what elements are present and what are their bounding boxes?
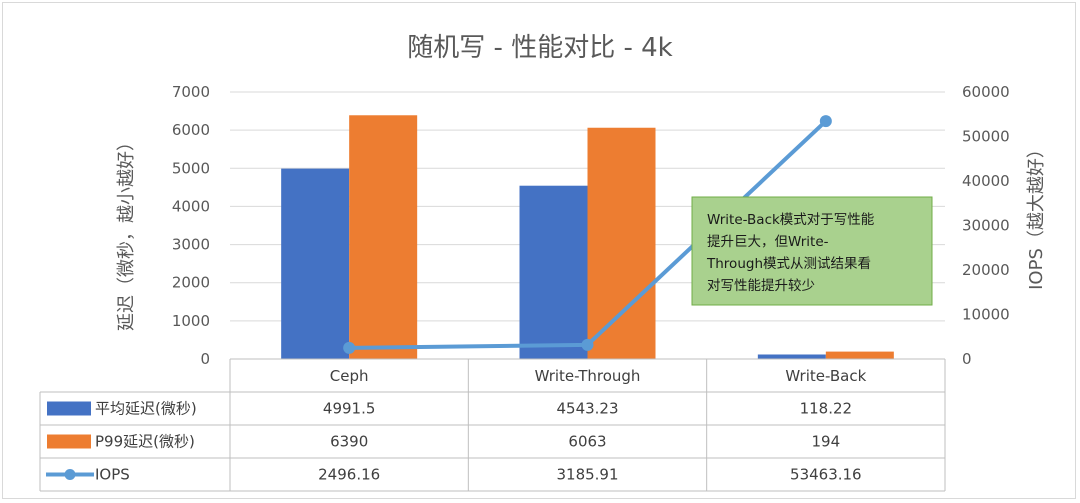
table-cell: 4991.5 — [323, 400, 376, 418]
bar-p99-latency — [349, 115, 418, 359]
table-cell: 194 — [812, 433, 841, 451]
iops-line — [343, 115, 832, 354]
y-tick-label: 7000 — [172, 83, 210, 101]
table-cell: 4543.23 — [556, 400, 618, 418]
legend-label: 平均延迟(微秒) — [95, 400, 197, 418]
y-axis-title: 延迟（微秒，越小越好） — [116, 133, 137, 331]
bar-avg-latency — [281, 168, 350, 359]
y-tick-label: 5000 — [172, 159, 210, 177]
callout-text-line: Through模式从测试结果看 — [706, 256, 871, 272]
y2-tick-label: 10000 — [962, 306, 1010, 324]
y2-tick-label: 60000 — [962, 83, 1010, 101]
y2-axis-title: IOPS（越大越好） — [1026, 140, 1047, 290]
table-cell: 6063 — [568, 433, 606, 451]
category-label: Write-Through — [535, 367, 641, 385]
table-cell: 53463.16 — [790, 466, 862, 484]
y2-tick-label: 20000 — [962, 261, 1010, 279]
axis-ticks: 0 1000 2000 3000 4000 5000 6000 7000 0 10000 20000… — [172, 83, 1010, 368]
bar-p99-latency — [825, 351, 894, 359]
callout-text-line: Write-Back模式对于写性能 — [707, 212, 874, 228]
iops-point — [819, 115, 832, 128]
y-tick-label: 1000 — [172, 312, 210, 330]
legend-label: P99延迟(微秒) — [95, 433, 195, 451]
y-tick-label: 0 — [200, 350, 210, 368]
callout-text-line: 对写性能提升较少 — [707, 278, 815, 294]
bar-avg-latency — [519, 185, 588, 359]
bar-p99-latency — [587, 127, 656, 359]
legend-label: IOPS — [95, 466, 130, 484]
legend-swatch — [47, 434, 91, 449]
iops-point — [343, 341, 356, 354]
table-cell: 6390 — [330, 433, 368, 451]
callout-text-line: 提升巨大，但Write- — [707, 234, 829, 250]
y-tick-label: 2000 — [172, 274, 210, 292]
bar-avg-latency — [757, 354, 826, 359]
data-table: Ceph Write-Through Write-Back 平均延迟(微秒) 4991.… — [39, 358, 946, 492]
y2-tick-label: 30000 — [962, 217, 1010, 235]
table-cell: 2496.16 — [318, 466, 380, 484]
iops-point — [581, 338, 594, 351]
callout-box — [691, 196, 933, 306]
category-label: Write-Back — [785, 367, 866, 385]
table-cell: 118.22 — [800, 400, 853, 418]
bars — [281, 115, 894, 359]
legend-swatch — [47, 401, 91, 416]
category-label: Ceph — [330, 367, 369, 385]
y-tick-label: 6000 — [172, 121, 210, 139]
y-tick-label: 3000 — [172, 236, 210, 254]
legend-swatch-marker — [64, 469, 76, 480]
y2-tick-label: 40000 — [962, 172, 1010, 190]
table-cell: 3185.91 — [556, 466, 618, 484]
y2-tick-label: 0 — [962, 350, 972, 368]
y-tick-label: 4000 — [172, 197, 210, 215]
y2-tick-label: 50000 — [962, 128, 1010, 146]
chart-title: 随机写 - 性能对比 - 4k — [407, 33, 672, 63]
